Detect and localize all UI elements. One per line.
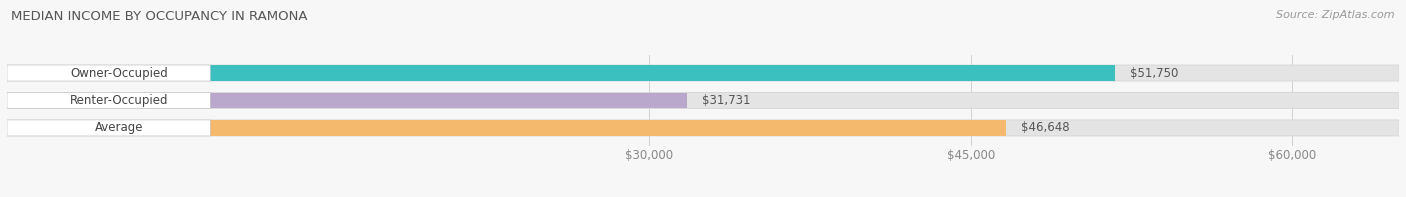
Text: $31,731: $31,731	[702, 94, 749, 107]
Text: $46,648: $46,648	[1021, 121, 1070, 134]
Text: Average: Average	[94, 121, 143, 134]
Bar	[7, 65, 211, 81]
Bar	[7, 93, 686, 108]
Bar	[7, 93, 211, 108]
Text: Renter-Occupied: Renter-Occupied	[70, 94, 169, 107]
Text: Owner-Occupied: Owner-Occupied	[70, 67, 167, 80]
Bar	[7, 120, 1005, 136]
Text: Source: ZipAtlas.com: Source: ZipAtlas.com	[1277, 10, 1395, 20]
Text: $51,750: $51,750	[1130, 67, 1178, 80]
Bar	[7, 120, 1399, 136]
Text: MEDIAN INCOME BY OCCUPANCY IN RAMONA: MEDIAN INCOME BY OCCUPANCY IN RAMONA	[11, 10, 308, 23]
Bar	[7, 120, 211, 136]
Bar	[7, 65, 1115, 81]
Bar	[7, 65, 1399, 81]
Bar	[7, 93, 1399, 108]
